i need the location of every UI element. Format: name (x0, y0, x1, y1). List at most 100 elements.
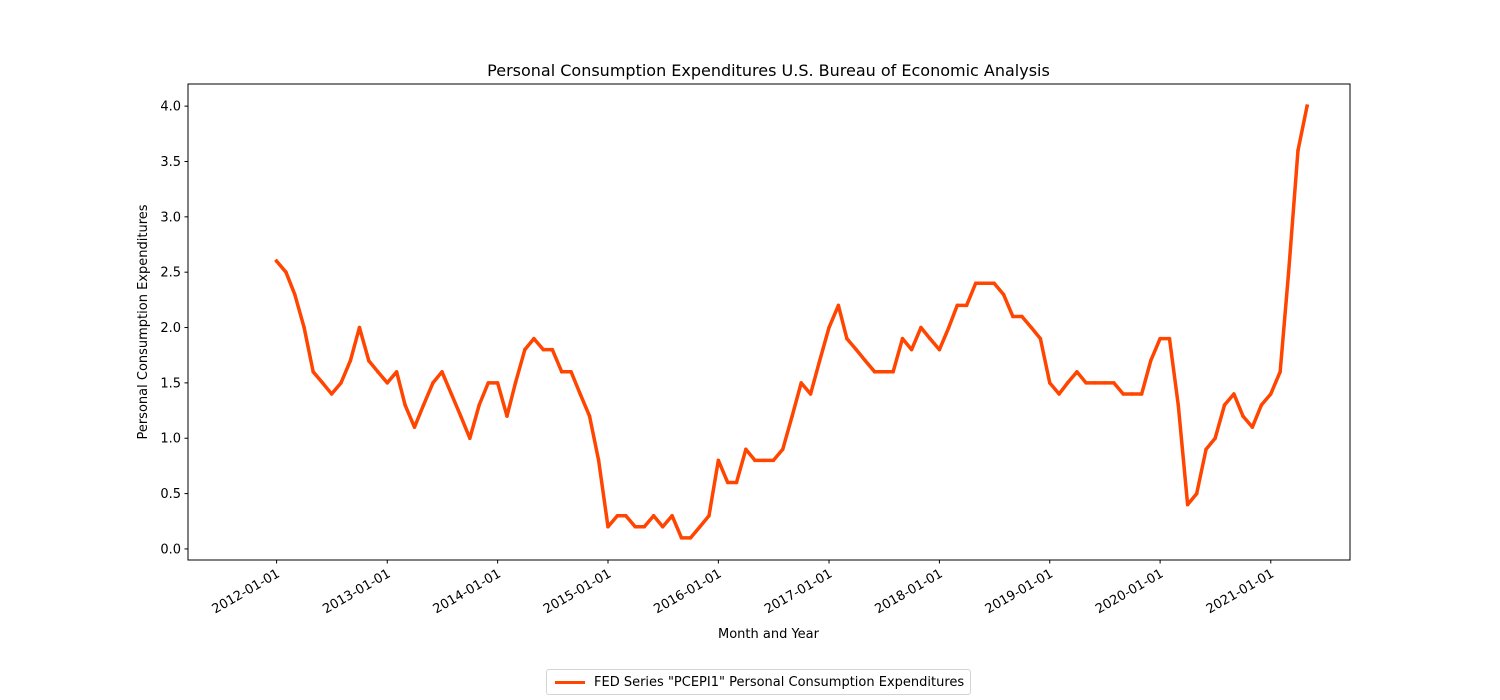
data-point (762, 458, 767, 463)
y-axis-ticks: 0.0 0.5 1.0 1.5 2.0 2.5 3.0 3.5 4.0 (160, 100, 188, 557)
data-point (872, 370, 877, 374)
data-point (559, 370, 564, 374)
data-point (1305, 104, 1309, 108)
data-point (633, 525, 637, 529)
data-point (449, 392, 454, 396)
data-point (716, 458, 721, 463)
data-point (505, 414, 509, 418)
data-point (412, 425, 417, 429)
data-point (734, 480, 739, 485)
y-tick-label: 2.0 (160, 321, 181, 336)
data-point (863, 358, 868, 363)
x-tick-label: 2017-01-01 (762, 566, 835, 617)
data-point (440, 370, 444, 374)
data-point (1020, 314, 1024, 319)
x-tick-label: 2018-01-01 (872, 566, 945, 617)
x-tick-label: 2016-01-01 (651, 566, 724, 617)
y-tick-label: 3.0 (160, 210, 181, 225)
data-point (1047, 381, 1052, 385)
data-point (1011, 314, 1015, 319)
legend-label: FED Series "PCEPI1" Personal Consumption… (594, 674, 965, 690)
x-tick-label: 2014-01-01 (431, 566, 504, 617)
data-point (348, 358, 353, 363)
data-point (394, 370, 399, 374)
data-point (992, 281, 996, 286)
data-point (753, 458, 757, 463)
data-point (919, 325, 923, 330)
data-point (532, 336, 536, 341)
data-point (1084, 381, 1088, 385)
legend-swatch (555, 680, 585, 684)
data-point (596, 458, 601, 463)
data-point (431, 381, 435, 385)
data-point (1222, 403, 1227, 407)
data-point (1121, 392, 1125, 396)
data-point (302, 325, 306, 330)
data-point (781, 447, 785, 452)
data-point (513, 381, 518, 385)
data-point (292, 292, 297, 297)
data-point (569, 370, 573, 374)
data-point (955, 303, 959, 308)
data-point (817, 358, 822, 363)
x-tick-label: 2021-01-01 (1204, 566, 1277, 617)
data-point (1296, 148, 1300, 153)
data-point (339, 381, 343, 385)
data-point (1286, 270, 1291, 274)
data-point (1194, 491, 1199, 496)
data-point (1065, 381, 1070, 385)
x-tick-label: 2019-01-01 (983, 566, 1056, 617)
x-tick-label: 2015-01-01 (541, 566, 614, 617)
data-point (707, 513, 711, 518)
data-point (624, 513, 628, 518)
data-point (367, 358, 371, 363)
data-point (688, 536, 693, 540)
data-point (660, 525, 665, 529)
data-point (458, 414, 463, 418)
data-point (1112, 381, 1116, 385)
data-point (937, 347, 942, 352)
data-point (477, 403, 481, 407)
data-point (1167, 336, 1172, 341)
data-point (983, 281, 987, 286)
data-point (900, 336, 905, 341)
data-point (1029, 325, 1034, 330)
data-point (284, 270, 288, 274)
data-point (1139, 392, 1144, 396)
data-point (790, 414, 794, 418)
data-point (1269, 392, 1273, 396)
y-tick-label: 0.0 (160, 542, 181, 557)
data-point (891, 370, 895, 374)
y-axis-label: Personal Consumption Expenditures (136, 204, 151, 439)
data-point (642, 525, 647, 529)
y-tick-label: 1.0 (160, 432, 181, 447)
series-layer (274, 104, 1310, 540)
data-point (495, 381, 500, 385)
data-point (1213, 436, 1217, 440)
x-tick-label: 2012-01-01 (210, 566, 283, 617)
data-point (606, 525, 610, 529)
data-point (1093, 381, 1098, 385)
data-point (1001, 292, 1006, 297)
legend: FED Series "PCEPI1" Personal Consumption… (546, 669, 972, 695)
data-point (523, 347, 527, 352)
data-point (1102, 381, 1107, 385)
data-point (799, 381, 803, 385)
data-point (329, 392, 334, 396)
data-point (1158, 336, 1162, 341)
data-point (725, 480, 730, 485)
y-tick-label: 3.5 (160, 155, 181, 170)
data-point (1259, 403, 1264, 407)
data-point (670, 513, 674, 518)
data-point (909, 347, 914, 352)
data-point (421, 403, 426, 407)
data-point (1232, 392, 1236, 396)
data-point (698, 525, 702, 529)
data-point (403, 403, 407, 407)
y-tick-label: 4.0 (160, 100, 181, 115)
data-point (587, 414, 592, 418)
data-point (1038, 336, 1043, 341)
data-point (578, 392, 582, 396)
data-point (679, 536, 684, 540)
